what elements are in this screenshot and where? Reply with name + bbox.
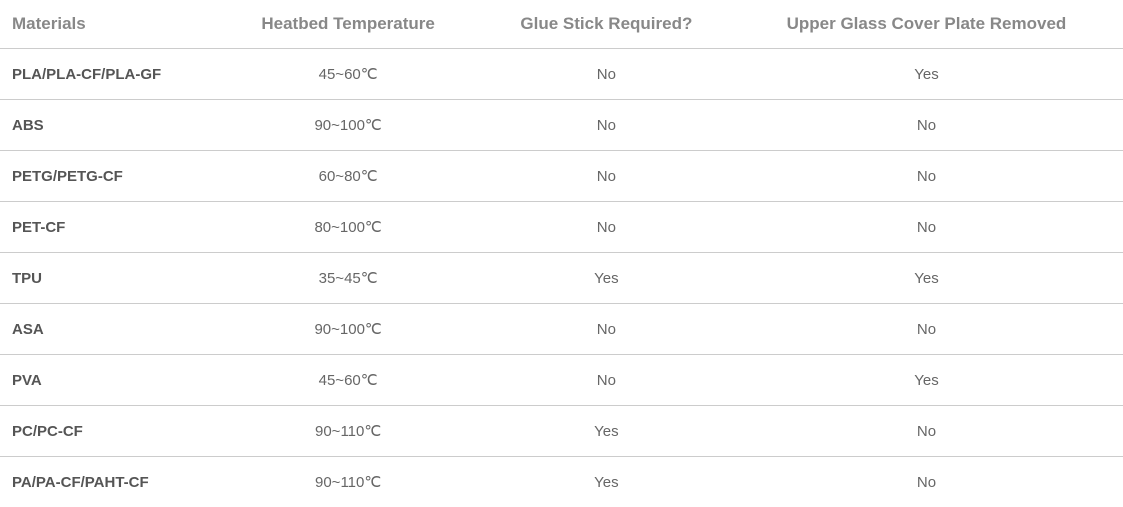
- table-cell: PVA: [0, 355, 213, 406]
- table-cell: TPU: [0, 253, 213, 304]
- table-cell: 90~110℃: [213, 406, 483, 457]
- table-cell: PET-CF: [0, 202, 213, 253]
- table-cell: Yes: [730, 253, 1123, 304]
- table-cell: No: [483, 100, 730, 151]
- table-cell: PC/PC-CF: [0, 406, 213, 457]
- table-cell: ASA: [0, 304, 213, 355]
- table-cell: No: [483, 202, 730, 253]
- table-cell: No: [730, 406, 1123, 457]
- materials-table: Materials Heatbed Temperature Glue Stick…: [0, 0, 1123, 507]
- table-row: PET-CF80~100℃NoNo: [0, 202, 1123, 253]
- col-header-cover: Upper Glass Cover Plate Removed: [730, 0, 1123, 49]
- table-cell: 90~110℃: [213, 457, 483, 507]
- table-row: PC/PC-CF90~110℃YesNo: [0, 406, 1123, 457]
- table-cell: 45~60℃: [213, 355, 483, 406]
- table-cell: No: [483, 49, 730, 100]
- table-row: PLA/PLA-CF/PLA-GF45~60℃NoYes: [0, 49, 1123, 100]
- table-cell: 80~100℃: [213, 202, 483, 253]
- table-cell: No: [730, 457, 1123, 507]
- table-cell: 90~100℃: [213, 100, 483, 151]
- table-cell: No: [730, 100, 1123, 151]
- table-cell: Yes: [483, 253, 730, 304]
- table-row: PVA45~60℃NoYes: [0, 355, 1123, 406]
- table-cell: PA/PA-CF/PAHT-CF: [0, 457, 213, 507]
- table-row: PA/PA-CF/PAHT-CF90~110℃YesNo: [0, 457, 1123, 507]
- table-row: ABS90~100℃NoNo: [0, 100, 1123, 151]
- col-header-glue: Glue Stick Required?: [483, 0, 730, 49]
- table-cell: No: [730, 202, 1123, 253]
- table-cell: Yes: [730, 355, 1123, 406]
- table-row: PETG/PETG-CF60~80℃NoNo: [0, 151, 1123, 202]
- table-header-row: Materials Heatbed Temperature Glue Stick…: [0, 0, 1123, 49]
- table-cell: 35~45℃: [213, 253, 483, 304]
- table-row: ASA90~100℃NoNo: [0, 304, 1123, 355]
- table-cell: ABS: [0, 100, 213, 151]
- col-header-heatbed: Heatbed Temperature: [213, 0, 483, 49]
- table-cell: Yes: [483, 457, 730, 507]
- table-cell: PETG/PETG-CF: [0, 151, 213, 202]
- table-cell: Yes: [483, 406, 730, 457]
- table-cell: 90~100℃: [213, 304, 483, 355]
- table-row: TPU35~45℃YesYes: [0, 253, 1123, 304]
- table-cell: No: [483, 355, 730, 406]
- table-cell: No: [730, 304, 1123, 355]
- table-cell: No: [483, 304, 730, 355]
- table-cell: No: [730, 151, 1123, 202]
- table-cell: No: [483, 151, 730, 202]
- table-cell: 60~80℃: [213, 151, 483, 202]
- table-cell: PLA/PLA-CF/PLA-GF: [0, 49, 213, 100]
- table-body: PLA/PLA-CF/PLA-GF45~60℃NoYesABS90~100℃No…: [0, 49, 1123, 507]
- table-cell: Yes: [730, 49, 1123, 100]
- table-cell: 45~60℃: [213, 49, 483, 100]
- col-header-materials: Materials: [0, 0, 213, 49]
